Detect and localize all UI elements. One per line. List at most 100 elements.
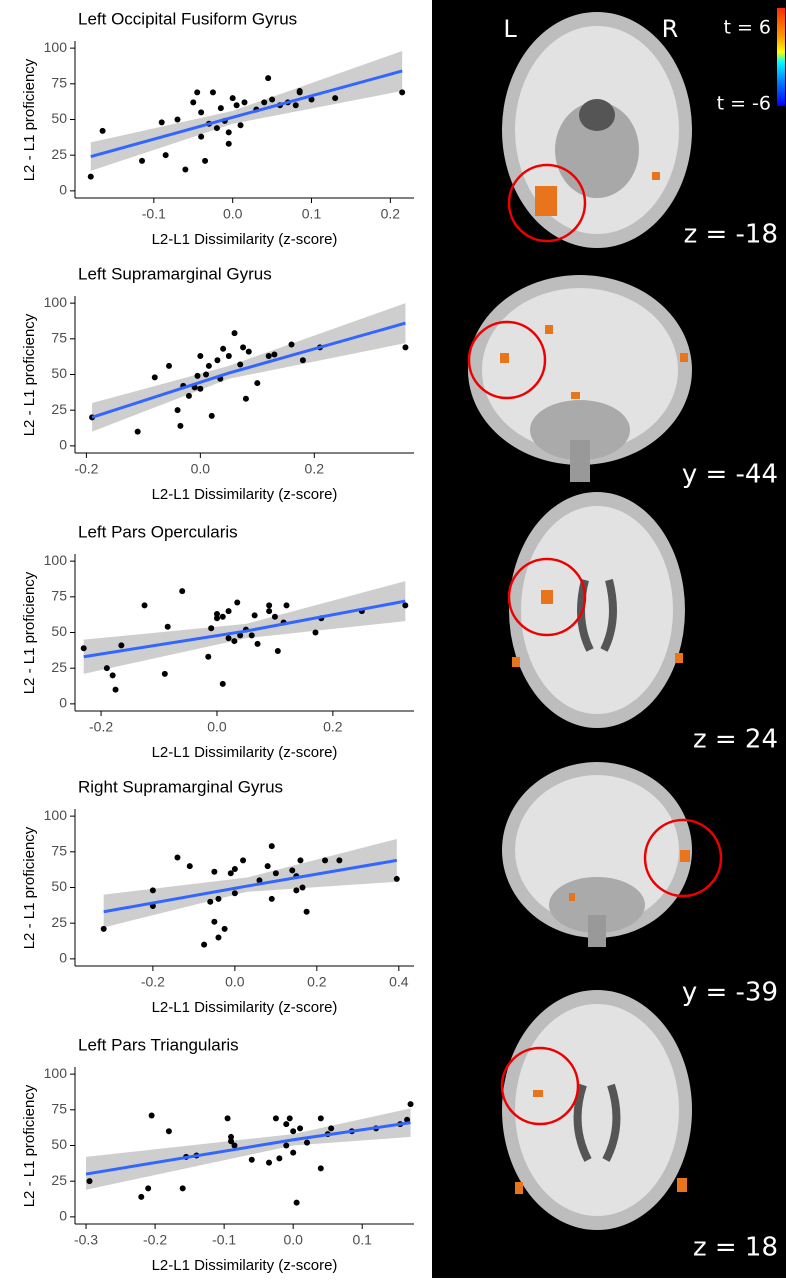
data-point: [182, 166, 188, 172]
data-point: [214, 611, 220, 617]
y-tick-label: 50: [51, 110, 67, 126]
slice-label: z = 18: [693, 1233, 778, 1263]
data-point: [142, 602, 148, 608]
x-tick-label: -0.2: [89, 719, 113, 735]
data-point: [399, 89, 405, 95]
data-point: [214, 357, 220, 363]
brain-slice: [502, 990, 692, 1230]
data-point: [159, 119, 165, 125]
y-tick-label: 100: [44, 807, 68, 823]
data-point: [194, 373, 200, 379]
data-point: [269, 896, 275, 902]
data-point: [166, 363, 172, 369]
data-point: [232, 330, 238, 336]
data-point: [231, 638, 237, 644]
data-point: [304, 909, 310, 915]
data-point: [139, 158, 145, 164]
data-point: [214, 125, 220, 131]
data-point: [266, 608, 272, 614]
data-point: [215, 934, 221, 940]
data-point: [201, 942, 207, 948]
data-point: [202, 158, 208, 164]
data-point: [206, 363, 212, 369]
y-axis-title: L2 - L1 proficiency: [21, 1084, 38, 1207]
y-axis-title: L2 - L1 proficiency: [21, 826, 38, 949]
data-point: [300, 357, 306, 363]
y-tick-label: 25: [51, 914, 67, 930]
y-tick-label: 75: [51, 75, 67, 91]
data-point: [226, 141, 232, 147]
data-point: [289, 867, 295, 873]
data-point: [332, 95, 338, 101]
data-point: [230, 95, 236, 101]
y-tick-label: 75: [51, 588, 67, 604]
data-point: [208, 625, 214, 631]
slice-label: z = -18: [684, 220, 778, 250]
x-tick-label: -0.2: [141, 974, 165, 990]
y-tick-label: 75: [51, 843, 67, 859]
data-point: [328, 1125, 334, 1131]
data-point: [402, 344, 408, 350]
confidence-band: [91, 51, 402, 171]
data-point: [266, 602, 272, 608]
x-tick-label: 0.0: [223, 206, 243, 222]
data-point: [209, 413, 215, 419]
data-point: [261, 99, 267, 105]
data-point: [265, 863, 271, 869]
data-point: [297, 857, 303, 863]
data-point: [187, 863, 193, 869]
data-point: [293, 887, 299, 893]
y-axis-title: L2 - L1 proficiency: [21, 313, 38, 436]
brain-slice: [502, 12, 692, 248]
y-tick-label: 0: [59, 437, 67, 453]
data-point: [275, 648, 281, 654]
data-point: [234, 102, 240, 108]
y-tick-label: 50: [51, 1136, 67, 1152]
data-point: [237, 362, 243, 368]
y-axis-title: L2 - L1 proficiency: [21, 571, 38, 694]
x-tick-label: 0.0: [207, 719, 227, 735]
data-point: [86, 1178, 92, 1184]
data-point: [166, 1128, 172, 1134]
orientation-label: R: [662, 15, 679, 43]
data-point: [180, 1185, 186, 1191]
data-point: [198, 134, 204, 140]
data-point: [273, 1115, 279, 1121]
orientation-label: L: [503, 15, 517, 43]
data-point: [402, 602, 408, 608]
data-point: [150, 887, 156, 893]
data-point: [101, 926, 107, 932]
data-point: [283, 1143, 289, 1149]
confidence-band: [104, 839, 397, 927]
x-tick-label: 0.2: [307, 974, 327, 990]
regression-line: [104, 860, 397, 911]
y-tick-label: 100: [44, 1065, 68, 1081]
data-point: [272, 614, 278, 620]
data-point: [104, 665, 110, 671]
data-point: [300, 885, 306, 891]
y-tick-label: 100: [44, 39, 68, 55]
x-axis-title: L2-L1 Dissimilarity (z-score): [152, 486, 338, 503]
y-tick-label: 0: [59, 695, 67, 711]
regression-line: [86, 1123, 411, 1174]
x-tick-label: 0.0: [283, 1232, 303, 1248]
y-tick-label: 0: [59, 950, 67, 966]
colorbar-label: t = -6: [717, 93, 771, 115]
chart-title: Right Supramarginal Gyrus: [78, 777, 283, 796]
x-tick-label: -0.2: [74, 461, 98, 477]
data-point: [145, 1185, 151, 1191]
x-tick-label: 0.0: [225, 974, 245, 990]
data-point: [232, 866, 238, 872]
data-point: [269, 843, 275, 849]
figure: Left Occipital Fusiform GyrusL2 - L1 pro…: [0, 0, 786, 1278]
data-point: [289, 342, 295, 348]
y-tick-label: 50: [51, 878, 67, 894]
x-axis-title: L2-L1 Dissimilarity (z-score): [152, 744, 338, 761]
data-point: [118, 642, 124, 648]
data-point: [203, 372, 209, 378]
x-axis-title: L2-L1 Dissimilarity (z-score): [152, 231, 338, 248]
data-point: [211, 919, 217, 925]
data-point: [394, 876, 400, 882]
data-point: [246, 349, 252, 355]
data-point: [207, 899, 213, 905]
